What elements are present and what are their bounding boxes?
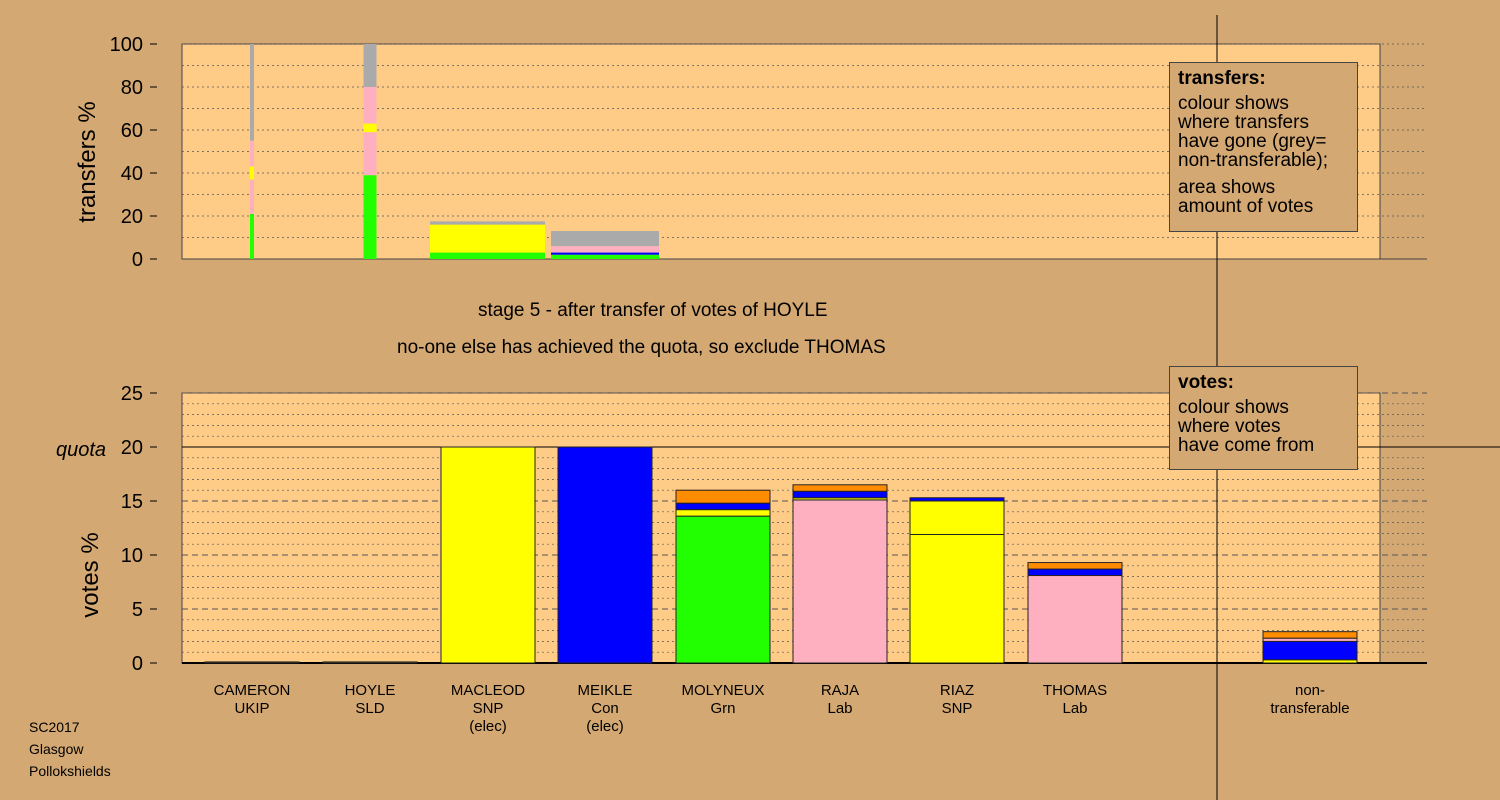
vote-bar-segment: [322, 661, 418, 664]
footer-election: SC2017: [29, 719, 80, 735]
footer-ward: Pollokshields: [29, 763, 111, 779]
candidate-party: UKIP: [234, 700, 270, 717]
candidate-party: transferable: [1270, 700, 1350, 717]
votes-y-tick-label: 25: [121, 383, 143, 405]
candidate-label: MACLEOD SNP (elec): [423, 682, 553, 736]
footer-council: Glasgow: [29, 741, 84, 757]
transfer-segment: [430, 224, 545, 253]
candidate-name: HOYLE: [344, 682, 396, 699]
transfers-legend-line: non-transferable);: [1178, 150, 1328, 171]
vote-bar-segment: [909, 533, 1005, 664]
votes-legend-line: have come from: [1178, 435, 1315, 456]
candidate-label: RIAZ SNP: [892, 682, 1022, 718]
transfer-segment: [551, 231, 659, 247]
transfers-y-tick-label: 40: [121, 163, 143, 185]
transfers-legend-line: colour shows: [1178, 93, 1289, 114]
candidate-name: RAJA: [820, 682, 860, 699]
vote-bar-segment: [1027, 562, 1123, 570]
candidate-label: RAJA Lab: [775, 682, 905, 718]
vote-bar-segment: [1027, 568, 1123, 577]
candidate-party: SNP: [472, 700, 504, 717]
candidate-name: MEIKLE: [577, 682, 633, 699]
transfer-segment: [430, 252, 545, 259]
candidate-party: SLD: [355, 700, 385, 717]
candidate-name: RIAZ: [939, 682, 975, 699]
candidate-party: Lab: [1062, 700, 1088, 717]
votes-legend: votes: colour shows where votes have com…: [1169, 366, 1358, 470]
transfer-segment: [250, 140, 254, 167]
votes-y-tick-label: 20: [121, 437, 143, 459]
vote-bar-segment: [1262, 631, 1358, 639]
transfers-legend-line: have gone (grey=: [1178, 131, 1327, 152]
candidate-name: non-: [1294, 682, 1326, 699]
vote-bar-segment: [557, 446, 653, 664]
candidate-name: THOMAS: [1042, 682, 1108, 699]
candidate-party: Lab: [827, 700, 853, 717]
transfer-segment: [430, 221, 545, 225]
votes-legend-title: votes:: [1178, 372, 1234, 393]
votes-y-tick-label: 15: [121, 491, 143, 513]
candidate-name: CAMERON: [213, 682, 291, 699]
transfer-segment: [363, 44, 377, 87]
transfers-legend: transfers: colour shows where transfers …: [1169, 62, 1358, 232]
votes-y-tick-label: 5: [132, 599, 143, 621]
transfers-y-tick-label: 60: [121, 120, 143, 142]
transfer-segment: [363, 87, 377, 124]
top-y-axis-label: transfers %: [74, 101, 101, 222]
votes-y-tick-label: 10: [121, 545, 143, 567]
transfer-segment: [363, 132, 377, 176]
transfer-segment: [250, 179, 254, 214]
vote-bar-segment: [909, 500, 1005, 535]
votes-legend-line: where votes: [1178, 416, 1281, 437]
transfers-legend-title: transfers:: [1178, 68, 1266, 89]
vote-bar-segment: [792, 499, 888, 664]
votes-legend-line: colour shows: [1178, 397, 1289, 418]
vote-bar-segment: [675, 509, 771, 517]
footer: SC2017 Glasgow Pollokshields: [29, 716, 111, 782]
votes-y-tick-label: 0: [132, 653, 143, 675]
candidate-name: MOLYNEUX: [681, 682, 765, 699]
transfers-y-tick-label: 80: [121, 77, 143, 99]
transfer-segment: [551, 252, 659, 255]
vote-bar-segment: [909, 497, 1005, 502]
candidate-party: Grn: [710, 700, 736, 717]
vote-bar-segment: [1027, 575, 1123, 664]
candidate-status: (elec): [469, 718, 507, 735]
vote-bar-segment: [675, 515, 771, 664]
transfers-legend-line: where transfers: [1178, 112, 1309, 133]
transfers-legend-line: area shows: [1178, 177, 1276, 198]
transfers-legend-line: amount of votes: [1178, 196, 1314, 217]
candidate-status: (elec): [586, 718, 624, 735]
transfers-y-tick-label: 0: [132, 249, 143, 271]
vote-bar-segment: [675, 489, 771, 504]
transfer-segment: [363, 123, 377, 133]
transfer-segment: [250, 213, 254, 259]
transfer-segment: [363, 175, 377, 259]
candidate-label: MOLYNEUX Grn: [658, 682, 788, 718]
stage-caption: stage 5 - after transfer of votes of HOY…: [478, 300, 828, 321]
vote-bar-segment: [792, 484, 888, 492]
candidate-label: non-transferable: [1245, 682, 1375, 718]
vote-bar-segment: [440, 446, 536, 664]
vote-bar-segment: [1262, 640, 1358, 661]
transfer-segment: [250, 44, 254, 141]
candidate-party: Con: [591, 700, 619, 717]
transfers-y-tick-label: 100: [110, 34, 143, 56]
candidate-label: HOYLE SLD: [305, 682, 435, 718]
quota-label: quota: [56, 439, 106, 461]
transfer-segment: [551, 246, 659, 253]
bottom-y-axis-label: votes %: [77, 532, 104, 617]
candidate-party: SNP: [941, 700, 973, 717]
candidate-label: THOMAS Lab: [1010, 682, 1140, 718]
exclusion-caption: no-one else has achieved the quota, so e…: [397, 337, 886, 358]
candidate-label: CAMERON UKIP: [187, 682, 317, 718]
vote-bar-segment: [792, 490, 888, 499]
transfer-segment: [551, 254, 659, 259]
transfer-segment: [250, 166, 254, 180]
vote-bar-segment: [675, 502, 771, 511]
candidate-label: MEIKLE Con (elec): [540, 682, 670, 736]
transfers-y-tick-label: 20: [121, 206, 143, 228]
candidate-name: MACLEOD: [450, 682, 526, 699]
vote-bar-segment: [204, 661, 300, 664]
